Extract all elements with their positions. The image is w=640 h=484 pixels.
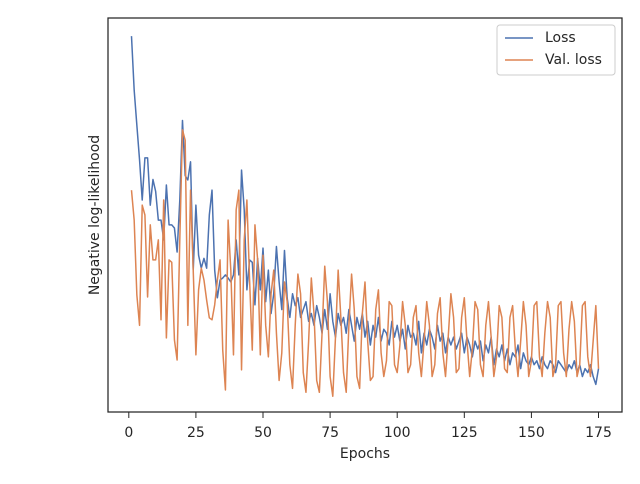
x-tick-label: 75: [321, 425, 339, 441]
plot-frame: [107, 17, 623, 413]
legend-label: Val. loss: [545, 52, 602, 68]
line-series: [130, 36, 600, 386]
x-tick-label: 100: [384, 425, 411, 441]
x-tick-label: 0: [124, 425, 133, 441]
x-tick-label: 25: [187, 425, 205, 441]
x-tick-label: 175: [585, 425, 612, 441]
x-axis-label: Epochs: [340, 446, 390, 462]
x-tick-label: 125: [451, 425, 478, 441]
y-axis-label: Negative log-likelihood: [87, 135, 103, 295]
line-series: [130, 129, 600, 397]
x-tick-label: 50: [254, 425, 272, 441]
x-tick-label: 150: [518, 425, 545, 441]
legend-label: Loss: [545, 30, 576, 46]
